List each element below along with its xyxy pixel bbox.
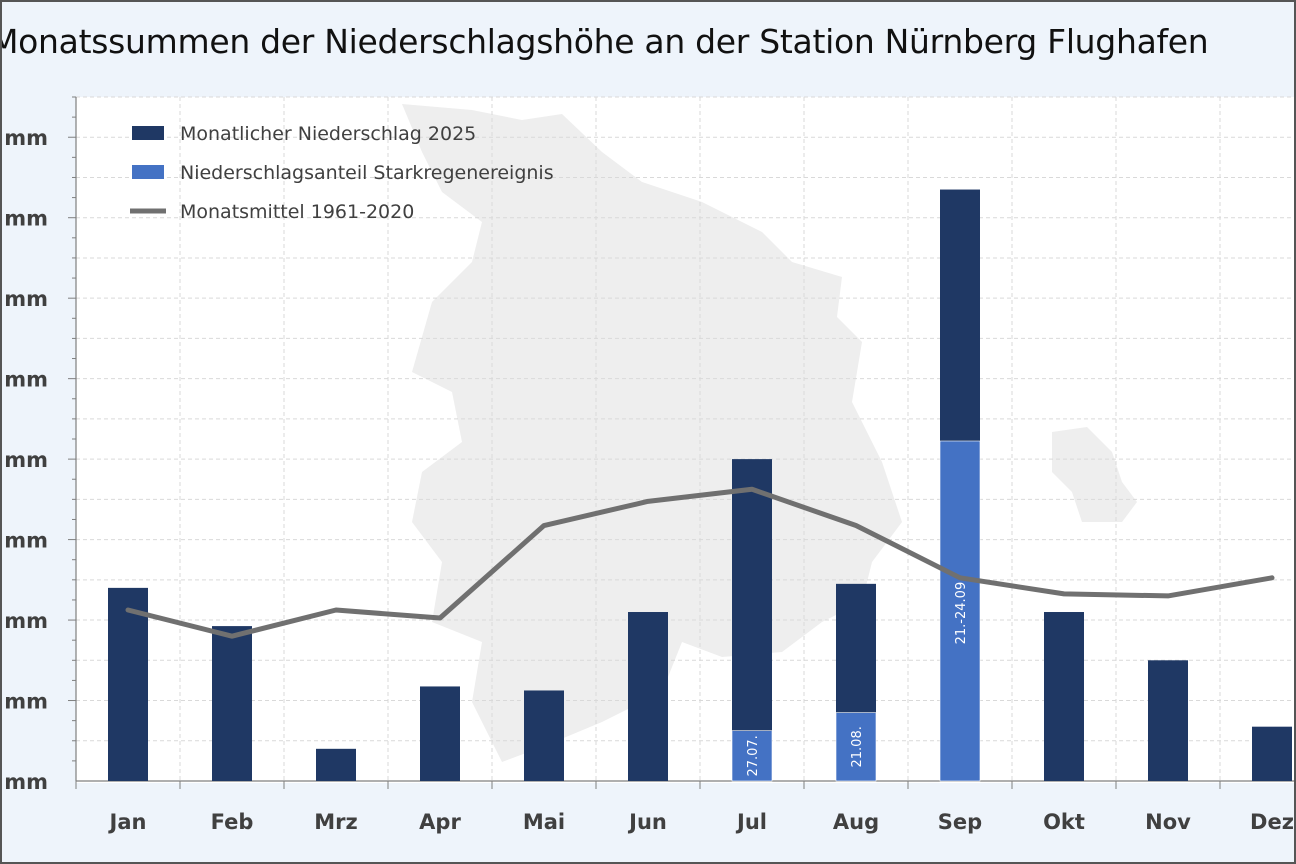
data-label-heavy-rain: 27.07.	[746, 735, 761, 776]
x-tick-label: Aug	[833, 810, 879, 834]
bar-total	[1044, 612, 1084, 781]
legend-label: Monatsmittel 1961-2020	[180, 201, 414, 223]
bar-heavy-rain	[939, 440, 981, 782]
x-tick-label: Mrz	[314, 810, 357, 834]
bar-total	[524, 690, 564, 781]
y-tick-label: 80 mm	[2, 448, 48, 472]
x-tick-label: Mai	[523, 810, 565, 834]
grid-lines	[76, 96, 1294, 781]
axes: 0 mm 20 mm 40 mm 60 mm 80 mm 100 mm 120 mm 140 …	[2, 96, 1294, 834]
bars: 27.07. 21.08. 21.-24.09.	[108, 189, 1292, 782]
y-tick-label: 140 mm	[2, 207, 48, 231]
legend-label: Monatlicher Niederschlag 2025	[180, 123, 476, 145]
bar-heavy-rain	[731, 730, 773, 782]
x-tick-label: Dez	[1250, 810, 1294, 834]
y-tick-label: 160 mm	[2, 126, 48, 150]
x-tick-label: Jul	[735, 810, 767, 834]
bar-total	[108, 587, 148, 781]
mean-line-group	[125, 486, 1275, 639]
y-tick-label: 40 mm	[2, 609, 48, 633]
data-label-heavy-rain: 21.08.	[850, 726, 865, 767]
y-tick-label: 120 mm	[2, 287, 48, 311]
bar-total	[316, 748, 356, 781]
x-tick-label: Nov	[1145, 810, 1191, 834]
legend-swatch	[132, 165, 164, 179]
chart-title: Monatssummen der Niederschlagshöhe an de…	[0, 22, 1209, 61]
y-tick-label: 60 mm	[2, 529, 48, 553]
bar-heavy-rain	[835, 712, 877, 782]
bar-total	[1148, 660, 1188, 781]
y-tick-label: 0 mm	[2, 770, 48, 794]
mean-line	[125, 486, 1275, 639]
x-tick-label: Apr	[419, 810, 461, 834]
x-tick-label: Feb	[211, 810, 254, 834]
bar-total	[420, 686, 460, 781]
x-tick-label: Okt	[1043, 810, 1085, 834]
data-label-heavy-rain: 21.-24.09.	[954, 578, 969, 645]
y-tick-label: 20 mm	[2, 690, 48, 714]
legend-label: Niederschlagsanteil Starkregenereignis	[180, 162, 554, 184]
legend-swatch	[132, 126, 164, 140]
x-tick-label: Jun	[627, 810, 667, 834]
bar-total	[1252, 726, 1292, 781]
x-tick-label: Sep	[938, 810, 982, 834]
legend: Monatlicher Niederschlag 2025 Niederschla…	[130, 123, 554, 223]
bar-total	[212, 626, 252, 781]
bar-total	[628, 612, 668, 781]
x-tick-label: Jan	[108, 810, 147, 834]
bar-total	[732, 459, 772, 781]
y-tick-label: 100 mm	[2, 368, 48, 392]
